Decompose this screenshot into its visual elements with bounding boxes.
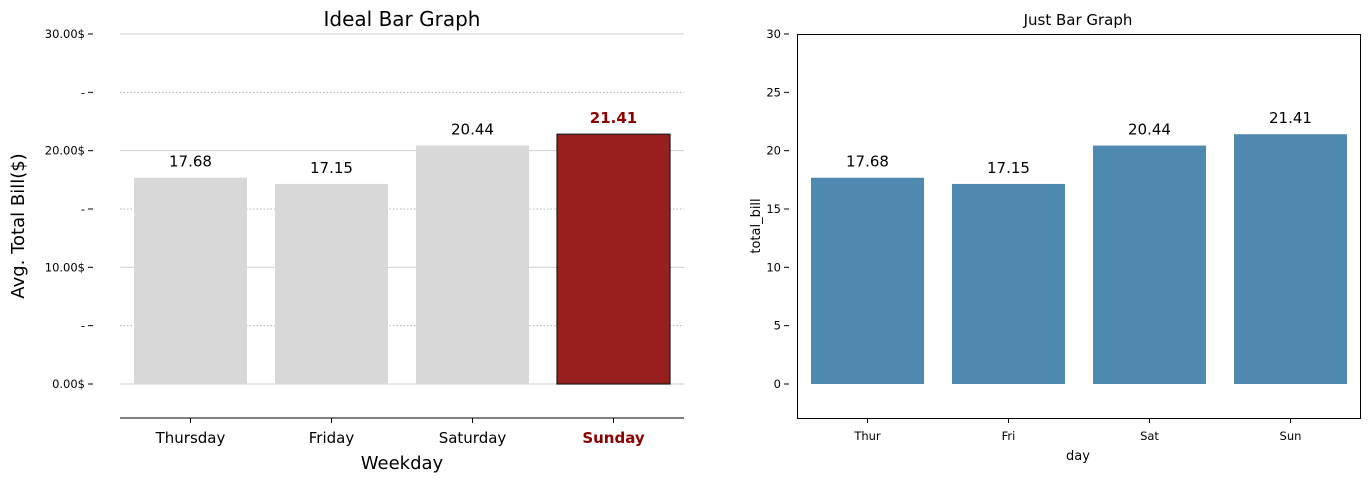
- just-x-tick-label: Fri: [1002, 429, 1016, 443]
- just-x-tick-label: Thur: [853, 429, 881, 443]
- ideal-bar-value-label: 17.68: [169, 153, 212, 171]
- ideal-bar-value-label: 21.41: [590, 109, 637, 127]
- just-y-tick-label: 15: [766, 202, 781, 216]
- ideal-bar: [556, 133, 671, 385]
- just-bar: [952, 183, 1065, 384]
- just-y-axis-label: total_bill: [749, 198, 764, 253]
- ideal-y-tick-label: 0.00$: [52, 377, 85, 391]
- just-y-tick-label: 0: [774, 377, 781, 391]
- just-bar-value-label: 17.68: [846, 153, 889, 171]
- ideal-x-axis: Thursday Friday Saturday Sunday: [155, 418, 645, 447]
- ideal-y-tick-label: -: [81, 319, 85, 333]
- ideal-bar: [134, 177, 247, 384]
- just-y-tick-label: 25: [766, 85, 781, 99]
- ideal-x-tick-label: Sunday: [582, 429, 645, 447]
- ideal-y-tick-label: 20.00$: [45, 144, 85, 158]
- just-bars: [811, 134, 1347, 384]
- just-bar: [1093, 145, 1206, 384]
- just-y-axis: 0 5 10 15 20 25 30: [766, 27, 789, 391]
- just-x-axis-label: day: [1066, 449, 1090, 464]
- just-y-tick-label: 5: [774, 319, 781, 333]
- just-bar: [811, 177, 924, 384]
- just-y-tick-label: 20: [766, 144, 781, 158]
- just-bar-chart: 0 5 10 15 20 25 30 17.68 17.15 20.44 21.41 Thur Fr…: [749, 11, 1361, 464]
- just-value-labels: 17.68 17.15 20.44 21.41: [846, 109, 1312, 177]
- just-x-axis: Thur Fri Sat Sun: [853, 418, 1301, 443]
- just-bar-value-label: 20.44: [1128, 121, 1171, 139]
- ideal-bar-value-label: 17.15: [310, 159, 353, 177]
- ideal-value-labels: 17.68 17.15 20.44 21.41: [169, 109, 637, 177]
- ideal-bar-chart: 0.00$ - 10.00$ - 20.00$ - 30.00$ 17.68 17.15 20.…: [8, 7, 684, 474]
- ideal-x-tick-label: Saturday: [439, 429, 507, 447]
- ideal-x-tick-label: Friday: [309, 429, 355, 447]
- ideal-y-tick-label: 10.00$: [45, 260, 85, 274]
- ideal-bar-value-label: 20.44: [451, 121, 494, 139]
- ideal-chart-title: Ideal Bar Graph: [324, 7, 481, 31]
- ideal-y-tick-label: -: [81, 85, 85, 99]
- ideal-bars: [134, 133, 671, 385]
- ideal-x-axis-label: Weekday: [361, 453, 444, 474]
- just-chart-title: Just Bar Graph: [1023, 11, 1133, 29]
- just-x-tick-label: Sat: [1140, 429, 1159, 443]
- ideal-y-tick-label: -: [81, 202, 85, 216]
- just-bar-value-label: 17.15: [987, 159, 1030, 177]
- just-x-tick-label: Sun: [1280, 429, 1302, 443]
- ideal-bar: [275, 183, 388, 384]
- ideal-y-tick-label: 30.00$: [45, 27, 85, 41]
- just-plot-frame: [797, 34, 1361, 419]
- just-bar: [1234, 134, 1347, 384]
- ideal-y-axis: 0.00$ - 10.00$ - 20.00$ - 30.00$: [45, 27, 93, 391]
- just-y-tick-label: 30: [766, 27, 781, 41]
- ideal-x-tick-label: Thursday: [155, 429, 226, 447]
- ideal-bar: [416, 145, 529, 384]
- just-bar-value-label: 21.41: [1269, 109, 1312, 127]
- ideal-y-axis-label: Avg. Total Bill($): [8, 153, 29, 298]
- just-y-tick-label: 10: [766, 260, 781, 274]
